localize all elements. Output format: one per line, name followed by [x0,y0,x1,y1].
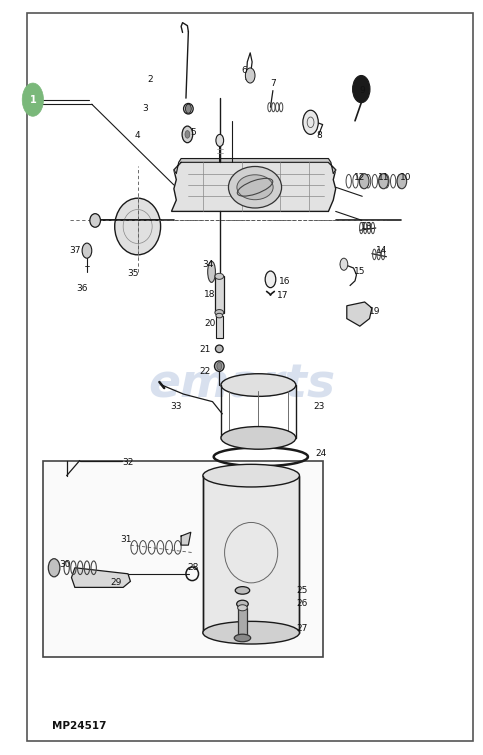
Circle shape [353,76,370,103]
Polygon shape [171,162,336,211]
Ellipse shape [235,587,250,594]
Circle shape [82,243,92,258]
Ellipse shape [238,605,247,611]
Polygon shape [181,532,191,545]
Text: 33: 33 [170,402,182,411]
Text: 20: 20 [204,319,216,328]
Text: 16: 16 [279,277,291,286]
Circle shape [245,68,255,83]
Ellipse shape [221,427,296,449]
Text: MP24517: MP24517 [52,721,107,732]
Text: 21: 21 [199,345,211,354]
Circle shape [48,559,60,577]
Ellipse shape [115,198,160,255]
Ellipse shape [215,345,223,353]
Ellipse shape [237,175,273,199]
Ellipse shape [215,273,224,279]
Circle shape [185,104,191,113]
Text: 4: 4 [135,131,141,140]
Circle shape [217,362,222,370]
Ellipse shape [214,361,224,371]
Text: 1: 1 [29,94,36,105]
Ellipse shape [184,103,193,114]
Text: 8: 8 [316,131,322,140]
Text: 9: 9 [359,86,365,95]
Ellipse shape [221,374,296,396]
Ellipse shape [237,600,248,608]
Text: 3: 3 [142,104,148,113]
Text: 30: 30 [59,560,71,569]
Text: 2: 2 [147,75,153,84]
Bar [215,276,224,313]
Text: 32: 32 [122,458,134,467]
Text: 25: 25 [296,586,308,595]
Text: 5: 5 [190,128,196,137]
Text: 34: 34 [202,260,213,269]
Text: 37: 37 [69,246,81,255]
Text: 27: 27 [296,624,308,633]
Text: 7: 7 [270,79,276,88]
Text: 35: 35 [127,269,139,278]
Ellipse shape [203,464,299,487]
Circle shape [303,110,318,134]
Text: 6: 6 [241,66,247,75]
Text: 12: 12 [354,173,366,182]
Bar [238,608,247,638]
Text: 36: 36 [76,284,88,293]
Circle shape [185,131,190,138]
Ellipse shape [208,261,215,282]
Text: 18: 18 [204,290,216,299]
Circle shape [216,134,224,146]
Bar [43,461,323,657]
Circle shape [379,174,388,189]
Ellipse shape [90,214,100,227]
Circle shape [359,174,369,189]
Polygon shape [71,568,130,587]
Text: 28: 28 [187,563,199,572]
Polygon shape [174,159,336,174]
Ellipse shape [234,634,251,642]
Circle shape [182,126,193,143]
Text: 23: 23 [313,402,325,411]
Text: 26: 26 [296,599,308,609]
Text: 24: 24 [315,448,327,458]
Text: 17: 17 [277,291,288,300]
Ellipse shape [216,313,223,318]
Text: 13: 13 [361,222,373,231]
Circle shape [340,258,348,270]
Polygon shape [203,476,299,633]
Text: emarts: emarts [148,362,335,408]
Circle shape [22,83,43,116]
Circle shape [265,271,276,288]
Text: 29: 29 [110,578,122,587]
Ellipse shape [228,166,282,208]
Ellipse shape [203,621,299,644]
Text: 10: 10 [400,173,412,182]
Text: 22: 22 [199,367,211,376]
Text: 11: 11 [378,173,390,182]
Bar [216,316,223,338]
Circle shape [397,174,407,189]
Text: 15: 15 [354,267,366,276]
Polygon shape [347,302,372,326]
Ellipse shape [215,310,224,316]
Text: 19: 19 [369,307,380,316]
Text: 14: 14 [376,246,387,255]
Text: 31: 31 [120,535,131,544]
